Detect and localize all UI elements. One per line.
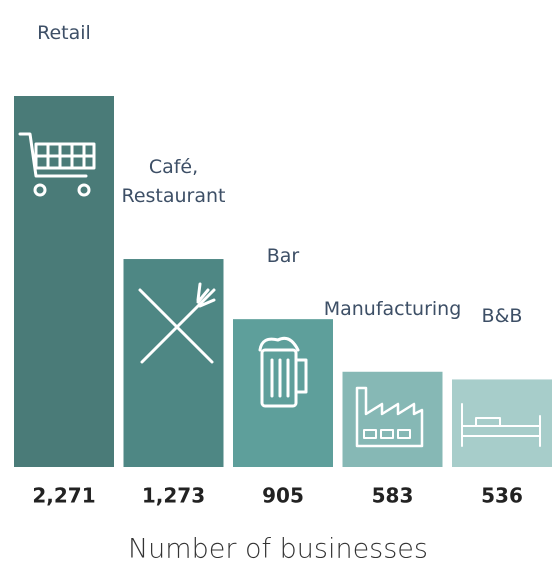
value-label: 905 (262, 484, 304, 508)
category-label: Retail (37, 22, 91, 44)
category-label: Bar (266, 245, 300, 268)
value-label: 2,271 (32, 484, 95, 508)
factory-icon (355, 386, 424, 448)
beer-icon (258, 336, 308, 408)
bar (14, 96, 114, 467)
cart-icon (18, 132, 96, 197)
cutlery-icon (138, 282, 216, 364)
value-label: 1,273 (142, 484, 205, 508)
bar (452, 379, 552, 467)
category-label: Café, Restaurant (121, 156, 226, 208)
category-label: Manufacturing (323, 297, 462, 320)
axis-title: Number of businesses (128, 534, 428, 563)
category-label: B&B (481, 305, 523, 328)
bar (233, 319, 333, 467)
value-label: 536 (481, 484, 523, 508)
bed-icon (461, 403, 541, 447)
icons (18, 132, 541, 448)
value-label: 583 (372, 484, 414, 508)
